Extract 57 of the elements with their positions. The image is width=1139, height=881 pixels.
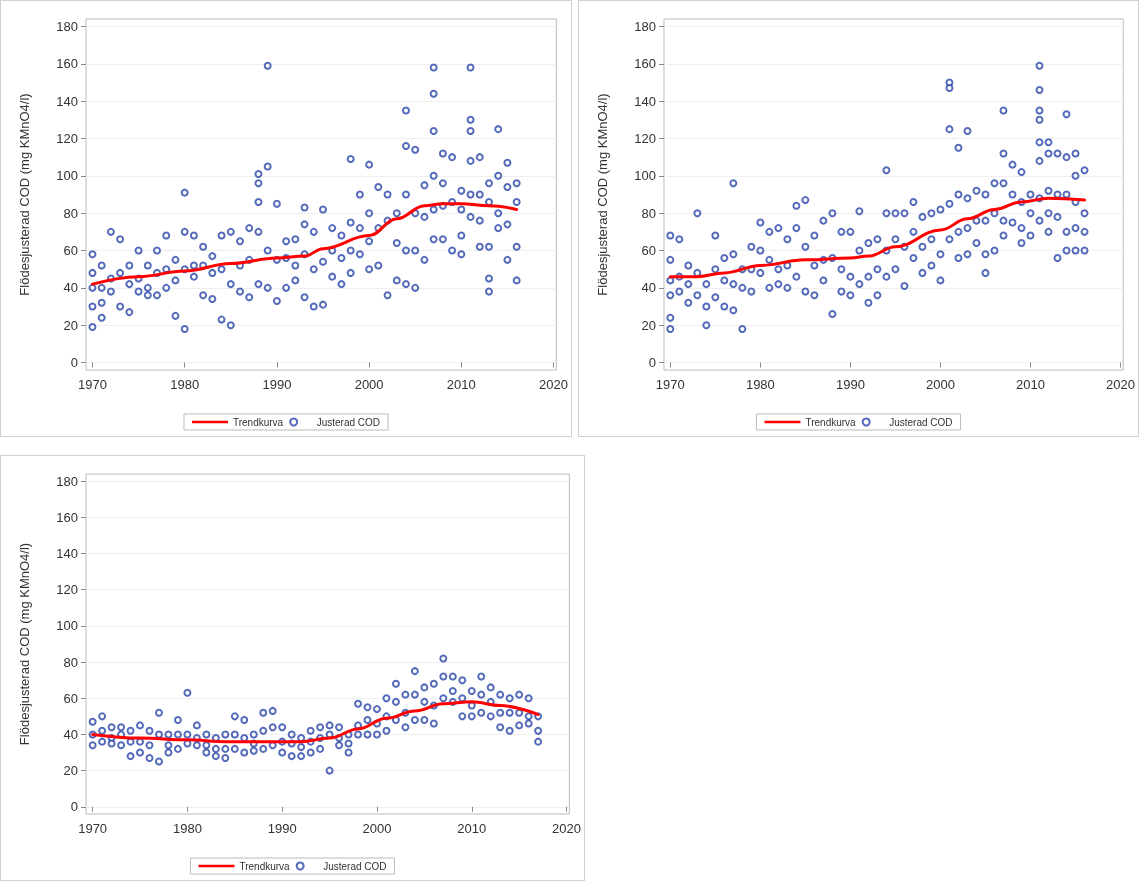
x-tick-label: 1990 bbox=[267, 821, 297, 836]
x-tick-label: 2000 bbox=[354, 377, 384, 392]
y-tick-label: 120 bbox=[634, 130, 656, 146]
y-tick-label: 120 bbox=[56, 130, 78, 146]
legend-label: Justerad COD bbox=[316, 416, 381, 428]
y-tick-label: 80 bbox=[641, 205, 656, 221]
x-tick-label: 2000 bbox=[925, 377, 955, 392]
y-tick-label: 180 bbox=[56, 18, 78, 34]
x-tick-label: 1990 bbox=[835, 377, 865, 392]
y-tick-label: 140 bbox=[56, 93, 78, 109]
y-tick-label: 20 bbox=[641, 317, 656, 333]
y-tick-label: 80 bbox=[63, 654, 78, 670]
y-tick-label: 100 bbox=[56, 168, 78, 184]
x-tick-label: 1970 bbox=[78, 821, 108, 836]
y-tick-label: 160 bbox=[634, 56, 656, 72]
y-tick-label: 0 bbox=[70, 799, 78, 815]
y-tick-label: 120 bbox=[56, 582, 78, 598]
y-tick-label: 0 bbox=[70, 355, 78, 371]
x-tick-label: 2000 bbox=[362, 821, 392, 836]
y-tick-label: 60 bbox=[63, 243, 78, 259]
legend-label: Trendkurva bbox=[232, 416, 284, 428]
y-tick-label: 100 bbox=[634, 168, 656, 184]
y-tick-label: 60 bbox=[63, 690, 78, 706]
x-tick-label: 1980 bbox=[170, 377, 200, 392]
y-tick-label: 40 bbox=[641, 280, 656, 296]
x-tick-label: 1990 bbox=[262, 377, 292, 392]
legend-label: Justerad COD bbox=[323, 860, 387, 872]
y-tick-label: 140 bbox=[56, 546, 78, 562]
y-tick-label: 20 bbox=[63, 763, 78, 779]
y-axis-title: Flödesjusterad COD (mg KMnO4/l) bbox=[17, 542, 32, 746]
y-axis-title: Flödesjusterad COD (mg KMnO4/l) bbox=[595, 93, 610, 296]
y-tick-label: 0 bbox=[648, 355, 656, 371]
y-tick-label: 40 bbox=[63, 726, 78, 742]
legend-label: Trendkurva bbox=[239, 860, 291, 872]
x-tick-label: 1980 bbox=[745, 377, 775, 392]
y-tick-label: 100 bbox=[56, 618, 78, 634]
x-tick-label: 1970 bbox=[655, 377, 685, 392]
y-tick-label: 140 bbox=[634, 93, 656, 109]
x-tick-label: 2020 bbox=[552, 821, 581, 836]
y-tick-label: 160 bbox=[56, 509, 78, 525]
x-tick-label: 2020 bbox=[1106, 377, 1135, 392]
y-tick-label: 60 bbox=[641, 243, 656, 259]
y-tick-label: 20 bbox=[63, 317, 78, 333]
x-tick-label: 2010 bbox=[446, 377, 476, 392]
y-tick-label: 40 bbox=[63, 280, 78, 296]
y-tick-label: 80 bbox=[63, 205, 78, 221]
x-tick-label: 1980 bbox=[172, 821, 202, 836]
x-tick-label: 1970 bbox=[77, 377, 107, 392]
legend-label: Justerad COD bbox=[889, 416, 953, 428]
y-tick-label: 160 bbox=[56, 56, 78, 72]
x-tick-label: 2020 bbox=[539, 377, 568, 392]
y-tick-label: 180 bbox=[634, 18, 656, 34]
x-tick-label: 2010 bbox=[1016, 377, 1045, 392]
x-tick-label: 2010 bbox=[457, 821, 487, 836]
legend-label: Trendkurva bbox=[805, 416, 857, 428]
y-axis-title: Flödesjusterad COD (mg KMnO4/l) bbox=[17, 93, 32, 296]
y-tick-label: 180 bbox=[56, 473, 78, 489]
